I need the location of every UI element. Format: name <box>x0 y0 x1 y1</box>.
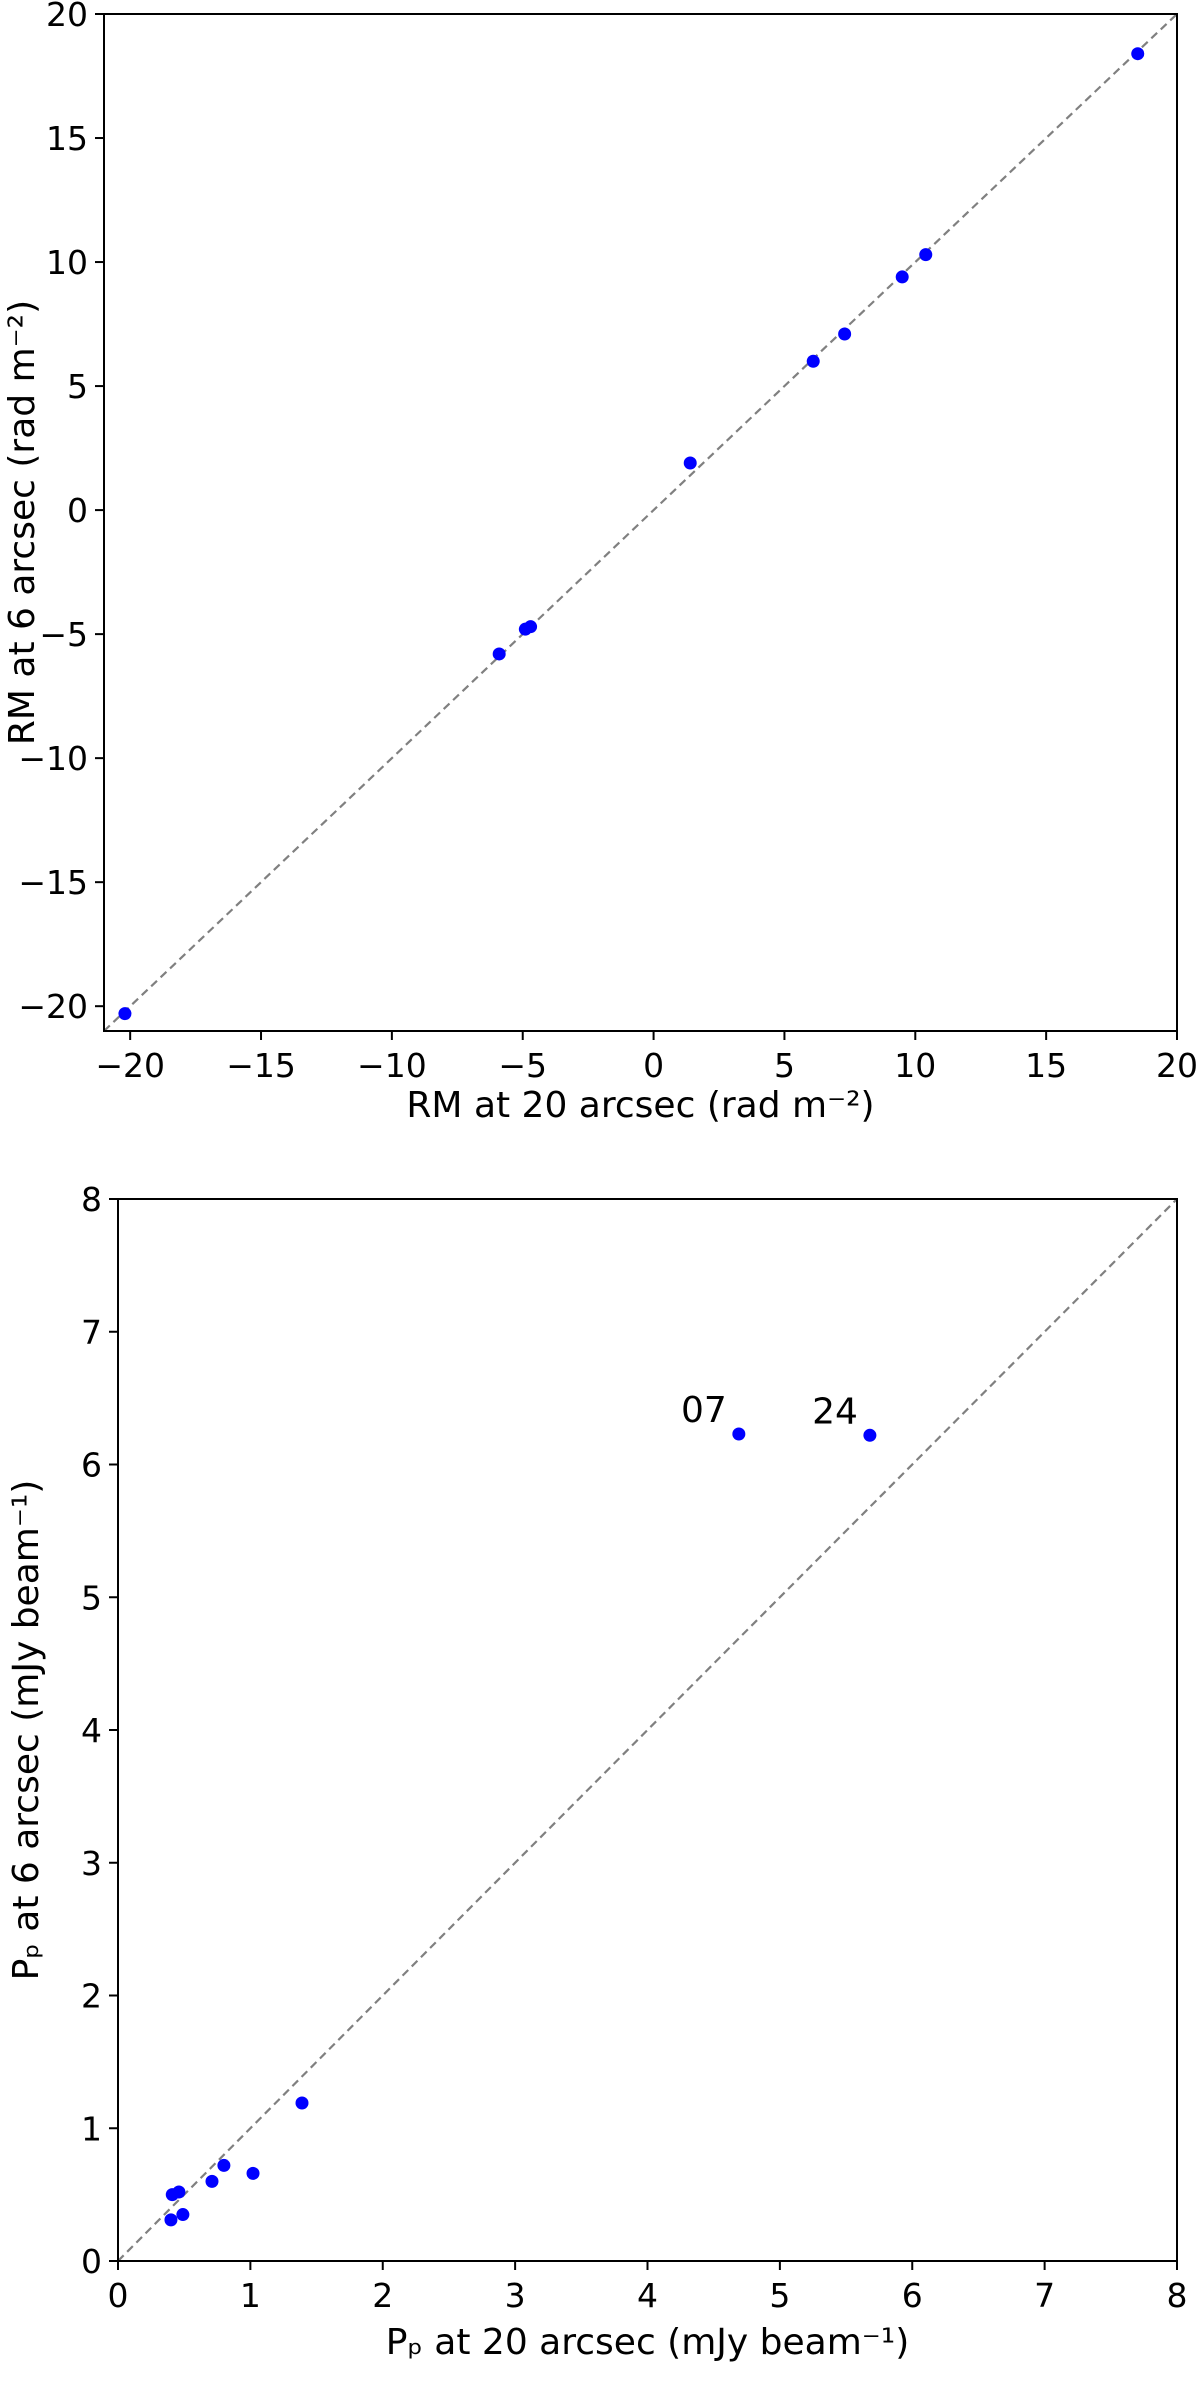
chart-1: −20 −15 −10 −5 0 5 10 15 20 −20 −15 −10 −5 0 5 10 15 20 RM… <box>2 0 1198 1126</box>
x-tick-label: −20 <box>95 1046 165 1085</box>
data-point <box>919 248 933 262</box>
y-tick-label: 1 <box>81 2109 102 2148</box>
x-tick-label: 15 <box>1025 1046 1067 1085</box>
data-point <box>838 327 852 341</box>
y-tick-label: 0 <box>81 2242 102 2281</box>
y-tick-label: −5 <box>39 615 88 654</box>
data-point <box>1131 47 1145 61</box>
data-point <box>683 456 697 470</box>
data-point <box>246 2166 260 2180</box>
x-tick-label: 8 <box>1167 2276 1188 2315</box>
data-point <box>172 2185 186 2199</box>
chart-2: 07 24 0 1 2 3 4 5 6 7 8 0 1 2 3 4 5 6 7 8 Pₚ at 20 arcsec (m… <box>6 1180 1188 2363</box>
x-tick-label: 20 <box>1156 1046 1198 1085</box>
y-tick-label: 4 <box>81 1711 102 1750</box>
y-tick-label: −10 <box>18 739 88 778</box>
x-tick-label: 5 <box>774 1046 795 1085</box>
y-tick-label: 20 <box>46 0 88 34</box>
x-tick-label: −5 <box>498 1046 547 1085</box>
data-point <box>176 2208 190 2222</box>
x-tick-label: 10 <box>894 1046 936 1085</box>
x-tick-label: 6 <box>902 2276 923 2315</box>
x-tick-label: −10 <box>357 1046 427 1085</box>
y-axis-label: RM at 6 arcsec (rad m⁻²) <box>2 300 43 745</box>
reference-line <box>103 13 1178 1032</box>
x-axis-label: RM at 20 arcsec (rad m⁻²) <box>406 1085 874 1126</box>
data-point <box>492 647 506 661</box>
y-axis-label: Pₚ at 6 arcsec (mJy beam⁻¹) <box>6 1480 47 1981</box>
axes-frame <box>103 13 1178 1032</box>
y-tick-label: 7 <box>81 1313 102 1352</box>
data-point <box>295 2096 309 2110</box>
data-point <box>863 1428 877 1442</box>
y-tick-label: 15 <box>46 119 88 158</box>
x-tick-label: 3 <box>505 2276 526 2315</box>
data-point <box>164 2213 178 2227</box>
reference-line <box>117 1198 1178 2262</box>
data-point <box>524 620 538 634</box>
x-tick-label: 4 <box>637 2276 658 2315</box>
y-tick-label: 6 <box>81 1446 102 1485</box>
x-tick-label: 2 <box>372 2276 393 2315</box>
data-point <box>806 354 820 368</box>
point-annotation: 24 <box>812 1391 858 1432</box>
x-tick-label: 5 <box>769 2276 790 2315</box>
y-tick-label: 5 <box>81 1578 102 1617</box>
data-point <box>217 2158 231 2172</box>
data-point <box>118 1007 132 1021</box>
y-tick-label: 2 <box>81 1977 102 2016</box>
x-tick-label: 0 <box>108 2276 129 2315</box>
y-tick-label: −20 <box>18 987 88 1026</box>
x-axis-label: Pₚ at 20 arcsec (mJy beam⁻¹) <box>386 2322 910 2363</box>
x-tick-label: 7 <box>1034 2276 1055 2315</box>
y-tick-label: 5 <box>67 367 88 406</box>
y-tick-label: 0 <box>67 491 88 530</box>
x-tick-label: −15 <box>226 1046 296 1085</box>
y-tick-label: −15 <box>18 863 88 902</box>
data-point <box>732 1427 746 1441</box>
x-tick-label: 1 <box>240 2276 261 2315</box>
data-point <box>895 270 909 284</box>
x-tick-label: 0 <box>643 1046 664 1085</box>
y-tick-label: 8 <box>81 1180 102 1219</box>
y-tick-label: 10 <box>46 243 88 282</box>
data-point <box>205 2174 219 2188</box>
y-tick-label: 3 <box>81 1844 102 1883</box>
point-annotation: 07 <box>681 1390 727 1431</box>
